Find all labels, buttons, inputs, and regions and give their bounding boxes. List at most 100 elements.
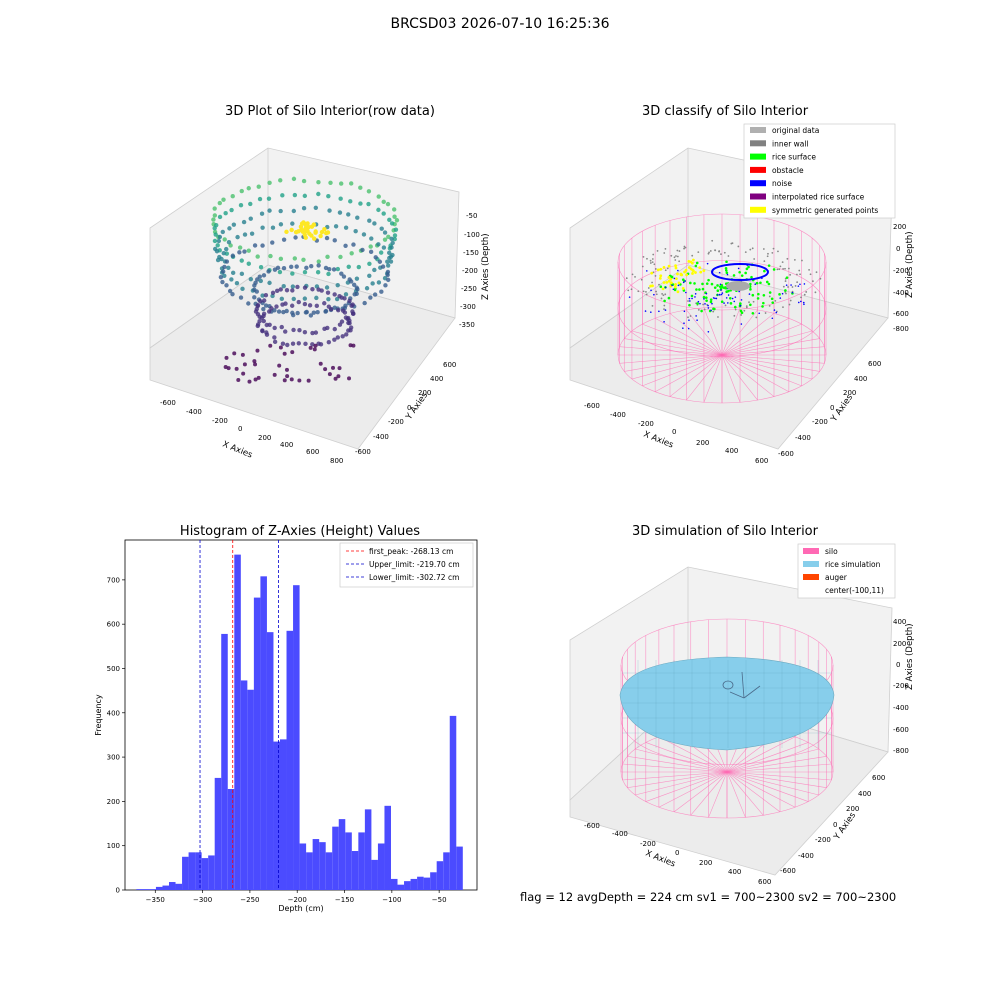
p1-point	[329, 306, 334, 312]
histogram-y-tick-label: 0	[116, 887, 120, 895]
silo-spoke	[635, 771, 728, 796]
p2-point-inner-wall	[649, 259, 652, 262]
plot1-3d-scatter: -600 -400 -200 0 200 400 600 800 X Axies…	[149, 147, 491, 465]
plot2-title: 3D classify of Silo Interior	[641, 104, 809, 119]
p1-point	[256, 375, 261, 380]
p2-point-noise	[653, 293, 655, 296]
p2-point-symmetric	[662, 281, 666, 284]
p2-point-rice-surface	[659, 285, 663, 289]
p1-point	[215, 257, 221, 263]
p2-point-noise	[721, 292, 724, 294]
p1-point	[220, 269, 226, 274]
p2-point-inner-wall	[788, 303, 791, 306]
p1-point	[290, 284, 296, 289]
p2-point-inner-wall	[664, 269, 667, 272]
silo-spoke	[619, 346, 723, 356]
p1-point	[253, 362, 258, 367]
figure-title: BRCSD03 2026-07-10 16:25:36	[390, 16, 610, 32]
p2-point-inner-wall	[664, 247, 667, 250]
p2-point-noise	[688, 297, 691, 300]
p1-point	[291, 208, 297, 214]
p2-point-inner-wall	[815, 271, 818, 274]
p2-point-inner-wall	[712, 310, 715, 313]
p2-point-inner-wall	[653, 263, 656, 266]
histogram-bar	[214, 777, 222, 890]
p1-point	[261, 311, 267, 316]
p1-point	[346, 212, 351, 217]
p1-point	[335, 266, 341, 272]
p1-point	[239, 271, 245, 277]
p1-point	[264, 330, 269, 335]
p2-point-inner-wall	[687, 300, 689, 302]
p1-point	[270, 225, 276, 230]
p2-point-noise	[683, 322, 685, 325]
histogram-x-tick-label: −300	[193, 896, 212, 904]
p2-point-noise	[725, 297, 728, 299]
histogram-bar	[423, 877, 431, 890]
p2-point-symmetric	[656, 268, 660, 272]
silo-spoke	[642, 323, 723, 356]
plot2-3d-classify: original data inner wall rice surface obsta…	[569, 123, 915, 465]
p2-point-inner-wall	[697, 251, 700, 254]
p2-legend-label: original data	[772, 126, 819, 135]
p1-point	[358, 201, 363, 206]
p1-point	[366, 189, 372, 194]
p1-point	[313, 230, 318, 235]
p2-point-inner-wall	[708, 251, 710, 254]
p1-point	[308, 313, 314, 318]
p2-point-rice-surface	[709, 298, 713, 301]
p1-point	[332, 326, 337, 332]
p2-point-rice-surface	[733, 305, 737, 309]
p2-point-inner-wall	[651, 281, 653, 284]
p1-point	[289, 377, 294, 382]
p2-point-inner-wall	[767, 252, 769, 255]
p2-point-rice-surface	[690, 294, 694, 298]
p2-point-inner-wall	[777, 250, 779, 253]
p1-point	[278, 345, 283, 350]
p2-point-inner-wall	[814, 291, 817, 294]
p2-point-rice-surface	[739, 302, 742, 305]
p1-point	[293, 235, 298, 240]
p1-point	[304, 265, 309, 271]
silo-spoke	[673, 771, 728, 813]
p1-point	[327, 266, 332, 272]
p1-point	[291, 176, 297, 182]
p2-point-noise	[790, 284, 792, 286]
histogram-y-tick-label: 100	[107, 842, 120, 850]
p1-point	[351, 242, 356, 247]
silo-spoke	[726, 771, 832, 781]
p2-legend-swatch	[750, 153, 766, 160]
silo-spoke	[624, 354, 723, 372]
p1-point	[222, 237, 227, 242]
p2-point-noise	[707, 330, 710, 333]
p2-point-inner-wall	[642, 255, 645, 258]
silo-spoke	[726, 748, 819, 773]
p1-point	[366, 201, 371, 207]
p1-point	[220, 229, 225, 235]
p1-point	[325, 290, 331, 295]
p2-point-noise	[800, 300, 802, 303]
silo-spoke	[642, 354, 723, 387]
p4-xtick: 400	[728, 868, 741, 876]
p1-point	[239, 188, 244, 194]
p4-zlabel: Z Axies (Depth)	[905, 623, 915, 690]
p1-point	[362, 300, 367, 306]
p2-point-rice-surface	[710, 282, 714, 286]
plot1-z-tick-labels: -50 -100 -150 -200 -250 -300 -350	[459, 212, 480, 329]
p2-point-inner-wall	[766, 255, 769, 258]
p2-point-symmetric	[676, 290, 680, 294]
p2-point-inner-wall	[718, 250, 721, 252]
p1-point	[351, 343, 356, 348]
p1-point	[253, 280, 258, 285]
p1-point	[303, 341, 308, 347]
p1-point	[266, 269, 271, 274]
p2-point-noise	[719, 283, 722, 286]
p2-point-inner-wall	[658, 283, 660, 286]
p1-point	[229, 207, 234, 213]
p1-point	[261, 318, 266, 324]
p2-point-rice-surface	[755, 281, 759, 285]
p1-point	[221, 250, 226, 256]
p4-legend-label: silo	[825, 547, 838, 556]
p2-point-rice-surface	[694, 264, 698, 268]
p2-legend-swatch	[750, 140, 766, 147]
